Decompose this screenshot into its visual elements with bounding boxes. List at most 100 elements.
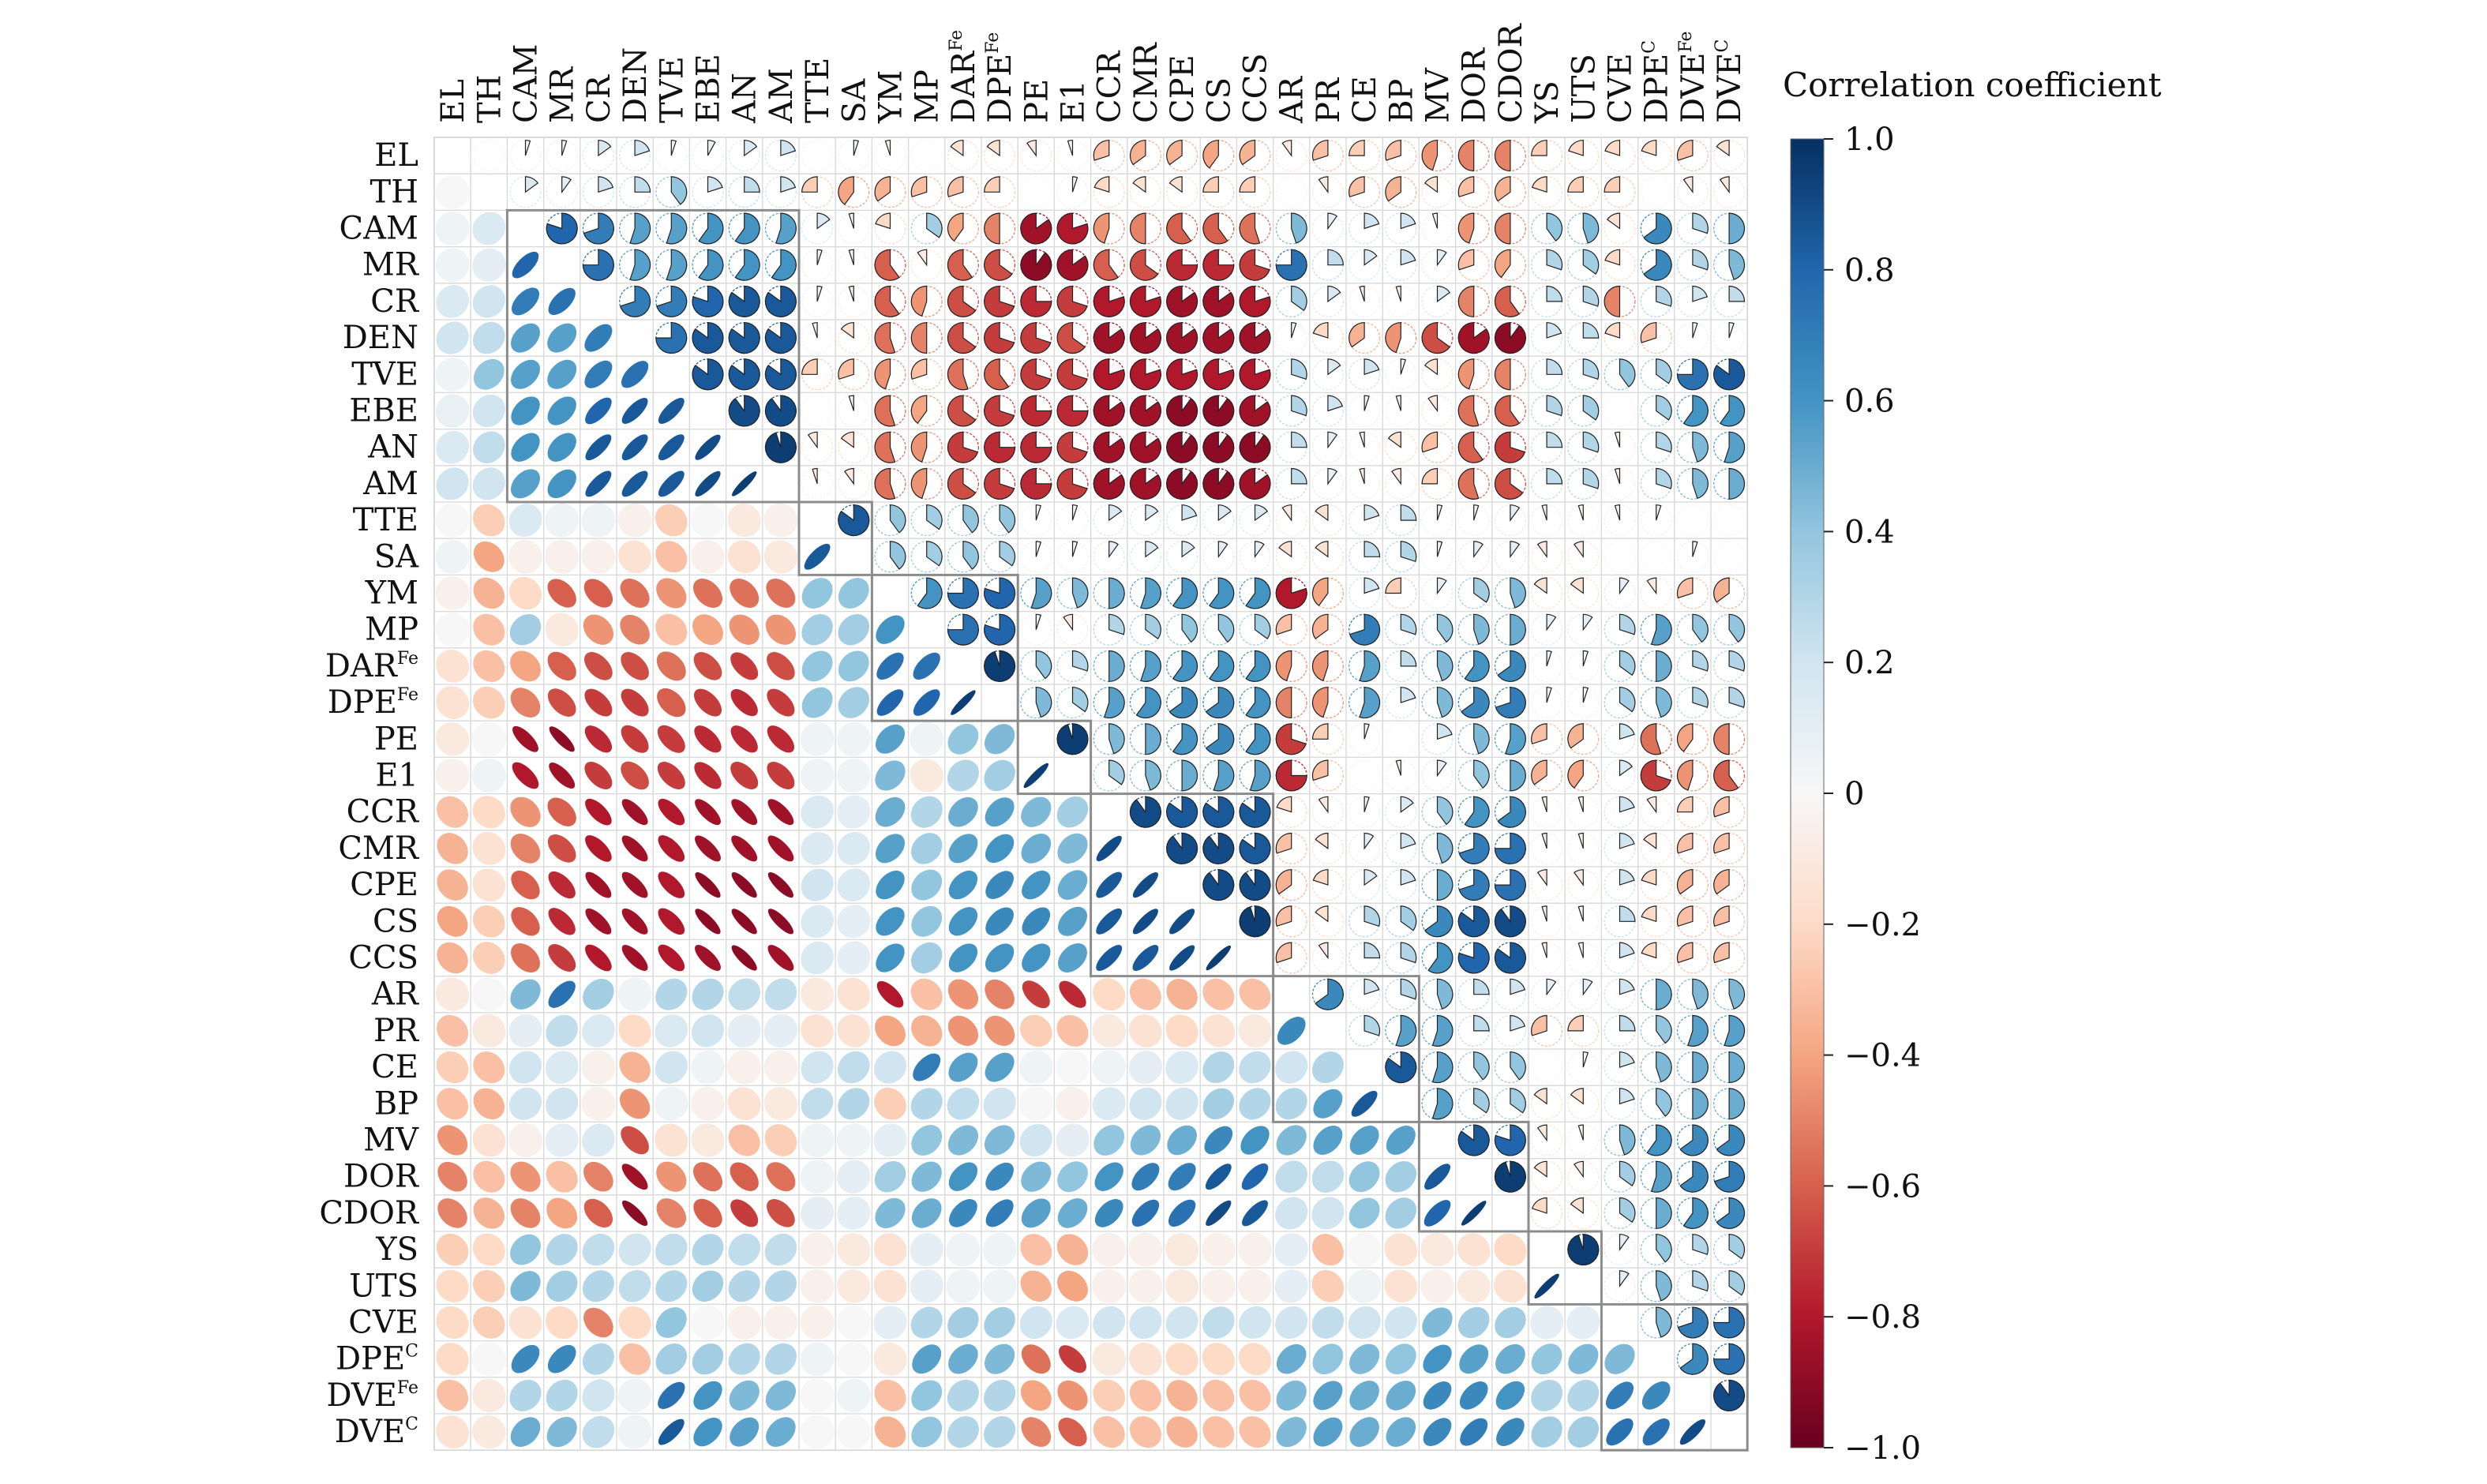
pie-wedge	[1421, 140, 1439, 171]
pie-wedge	[874, 358, 891, 390]
cell-4-21	[1199, 283, 1237, 320]
cell-3-27	[1418, 246, 1457, 284]
ellipse-mark	[658, 398, 685, 424]
pie-wedge	[744, 176, 760, 193]
pie-wedge	[816, 249, 823, 265]
pie-wedge	[874, 249, 900, 281]
pie-wedge	[666, 212, 688, 245]
pie-wedge	[1056, 358, 1088, 391]
pie-wedge	[1457, 176, 1475, 198]
pie-wedge	[1020, 322, 1052, 354]
pie-wedge	[1349, 322, 1365, 348]
cell-5-18	[1090, 319, 1128, 357]
pie-wedge	[1494, 285, 1521, 317]
colorbar-ticks: 1.00.80.60.40.20−0.2−0.4−0.6−0.8−1.0	[1824, 122, 1921, 1467]
pie-wedge	[1385, 140, 1401, 161]
pie-wedge	[848, 249, 854, 265]
row-label: SA	[374, 538, 419, 575]
colorbar-tick-label: −0.4	[1844, 1038, 1921, 1074]
ellipse-mark	[435, 174, 470, 210]
column-label: TTE	[800, 58, 836, 123]
pie-wedge	[1457, 212, 1475, 244]
pie-wedge	[1166, 285, 1198, 317]
ellipse-mark	[511, 287, 540, 316]
pie-wedge	[1643, 249, 1672, 281]
pie-wedge	[1020, 249, 1052, 281]
pie-wedge	[1436, 249, 1447, 267]
pie-wedge	[1546, 212, 1563, 242]
pie-wedge	[1531, 140, 1547, 156]
pie-wedge	[1067, 140, 1074, 156]
pie-wedge	[1129, 358, 1161, 391]
column-label: AR	[1274, 75, 1311, 124]
cell-4-35	[1710, 283, 1748, 320]
colorbar-tick-label: 0.4	[1844, 514, 1895, 550]
row-label: MR	[362, 247, 420, 283]
pie-wedge	[1202, 140, 1219, 169]
column-label: TVE	[654, 56, 690, 123]
cell-5-29	[1491, 319, 1529, 357]
pie-wedge	[1202, 395, 1235, 427]
cell-4-27	[1418, 283, 1457, 320]
pie-wedge	[1311, 140, 1329, 161]
pie-wedge	[1129, 322, 1161, 354]
ellipse-mark	[436, 285, 469, 318]
cell-1-10	[798, 173, 836, 211]
row-label: PE	[374, 721, 418, 757]
pie-wedge	[1239, 358, 1271, 391]
column-label: YM	[873, 70, 910, 124]
pie-wedge	[950, 140, 964, 157]
pie-wedge	[1643, 212, 1672, 245]
cell-3-19	[1127, 246, 1165, 284]
pie-wedge	[728, 322, 760, 354]
row-label: EL	[374, 137, 418, 174]
pie-wedge	[1239, 322, 1271, 354]
matrix-cells	[433, 137, 1748, 1451]
pie-wedge	[1291, 285, 1307, 312]
colorbar: 1.00.80.60.40.20−0.2−0.4−0.6−0.8−1.0 Cor…	[1783, 66, 2162, 1467]
column-label: CPE	[1165, 54, 1201, 123]
pie-wedge	[1129, 140, 1146, 166]
pie-wedge	[947, 358, 969, 391]
pie-wedge	[728, 285, 760, 317]
pie-wedge	[698, 249, 724, 281]
row-label: CAM	[339, 211, 418, 247]
pie-wedge	[1202, 176, 1219, 193]
pie-wedge	[1424, 358, 1439, 376]
pie-outline	[1640, 176, 1672, 208]
row-label: DVEFe	[326, 1377, 418, 1414]
pie-wedge	[728, 358, 760, 391]
pie-wedge	[1531, 176, 1547, 193]
pie-wedge	[1494, 322, 1526, 354]
ellipse-mark	[547, 359, 577, 389]
ellipse-mark	[435, 394, 470, 428]
pie-wedge	[1166, 140, 1183, 166]
pie-wedge	[1604, 249, 1621, 266]
pie-wedge	[1582, 358, 1600, 380]
pie-wedge	[1239, 869, 1271, 901]
row-label: DOR	[343, 1159, 420, 1195]
pie-wedge	[875, 212, 891, 230]
pie-wedge	[634, 176, 651, 193]
pie-wedge	[764, 285, 797, 317]
column-label: DOR	[1457, 47, 1493, 123]
pie-wedge	[1166, 431, 1198, 463]
pie-wedge	[524, 176, 539, 193]
ellipse-mark	[436, 321, 469, 354]
pie-wedge	[1656, 358, 1672, 384]
ellipse-mark	[584, 360, 613, 388]
pie-wedge	[775, 212, 797, 245]
column-label: E1	[1056, 80, 1092, 123]
cell-3-9	[762, 246, 800, 284]
column-label: UTS	[1566, 54, 1602, 123]
row-label: CMR	[338, 830, 420, 867]
pie-wedge	[524, 140, 531, 156]
cell-3-7	[688, 246, 727, 284]
pie-wedge	[771, 249, 797, 281]
ellipse-mark	[584, 324, 613, 352]
colorbar-title: Correlation coefficient	[1783, 66, 2162, 104]
cell-3-32	[1600, 246, 1639, 284]
colorbar-tick-label: 1.0	[1844, 122, 1895, 158]
row-label: DEN	[343, 320, 418, 356]
ellipse-mark	[548, 287, 576, 316]
